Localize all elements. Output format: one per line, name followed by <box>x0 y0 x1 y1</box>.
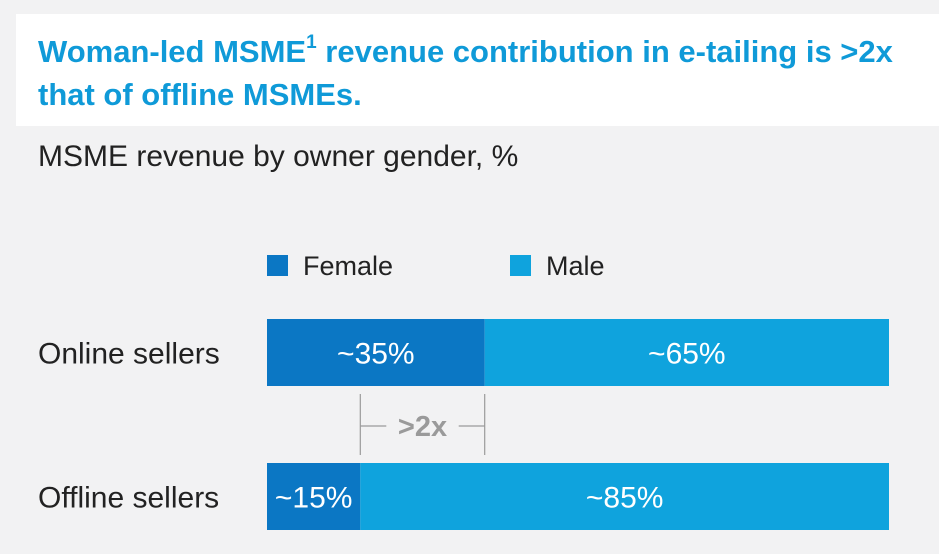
chart-headline: Woman-led MSME1 revenue contribution in … <box>38 30 918 116</box>
title-box: Woman-led MSME1 revenue contribution in … <box>16 14 939 126</box>
category-label-online-sellers: Online sellers <box>38 338 220 371</box>
data-label-offline-sellers-female: ~15% <box>275 482 353 515</box>
data-label-offline-sellers-male: ~85% <box>586 482 664 515</box>
footnote-marker: 1 <box>306 32 317 53</box>
title-post: revenue contribution in e-tailing is >2x… <box>38 34 893 112</box>
legend-swatch-female <box>267 255 288 276</box>
annotation-ratio: >2x <box>398 411 447 443</box>
bar-offline-sellers-male <box>360 463 889 530</box>
chart-subtitle: MSME revenue by owner gender, % <box>38 140 519 173</box>
title-pre: Woman-led MSME <box>38 34 307 69</box>
legend-label-female: Female <box>303 251 393 281</box>
category-label-offline-sellers: Offline sellers <box>38 482 219 515</box>
legend-label-male: Male <box>546 251 605 281</box>
data-label-online-sellers-female: ~35% <box>337 338 415 371</box>
legend-swatch-male <box>510 255 531 276</box>
data-label-online-sellers-male: ~65% <box>648 338 726 371</box>
bar-online-sellers-male <box>484 319 889 386</box>
bar-offline-sellers-female <box>267 463 361 530</box>
bar-online-sellers-female <box>267 319 485 386</box>
